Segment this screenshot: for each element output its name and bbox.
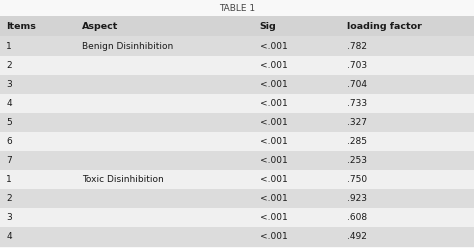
Text: .923: .923 [347,194,367,203]
Text: 5: 5 [6,118,12,127]
Text: Items: Items [6,22,36,31]
Text: <.001: <.001 [260,137,288,146]
Text: 3: 3 [6,213,12,222]
Bar [0,227,474,247]
Text: Benign Disinhibition: Benign Disinhibition [82,41,173,51]
Bar [0,113,474,132]
Text: Aspect: Aspect [82,22,118,31]
Text: <.001: <.001 [260,99,288,108]
Text: .492: .492 [347,232,367,242]
Text: <.001: <.001 [260,213,288,222]
Text: <.001: <.001 [260,175,288,184]
Text: .253: .253 [347,156,367,165]
Text: .733: .733 [347,99,367,108]
Text: 1: 1 [6,175,12,184]
Text: 4: 4 [6,232,12,242]
Text: 6: 6 [6,137,12,146]
Text: <.001: <.001 [260,194,288,203]
Text: TABLE 1: TABLE 1 [219,4,255,13]
Text: 2: 2 [6,61,12,70]
Text: .782: .782 [347,41,367,51]
Bar [0,151,474,170]
Bar [0,132,474,151]
Bar [0,94,474,113]
Text: <.001: <.001 [260,41,288,51]
Text: 3: 3 [6,80,12,89]
Bar [0,36,474,56]
Text: .327: .327 [347,118,367,127]
Text: <.001: <.001 [260,232,288,242]
Text: Toxic Disinhibition: Toxic Disinhibition [82,175,164,184]
Bar [0,75,474,94]
Bar [0,16,474,36]
Text: <.001: <.001 [260,156,288,165]
Text: 1: 1 [6,41,12,51]
Text: .703: .703 [347,61,367,70]
Text: .608: .608 [347,213,367,222]
Text: <.001: <.001 [260,118,288,127]
Bar [0,208,474,227]
Text: loading factor: loading factor [347,22,422,31]
Text: 4: 4 [6,99,12,108]
Text: .285: .285 [347,137,367,146]
Bar [0,170,474,189]
Text: Sig: Sig [260,22,276,31]
Text: 7: 7 [6,156,12,165]
Text: <.001: <.001 [260,80,288,89]
Text: .750: .750 [347,175,367,184]
Text: .704: .704 [347,80,367,89]
Bar [0,56,474,75]
Text: 2: 2 [6,194,12,203]
Bar [0,189,474,208]
Text: <.001: <.001 [260,61,288,70]
